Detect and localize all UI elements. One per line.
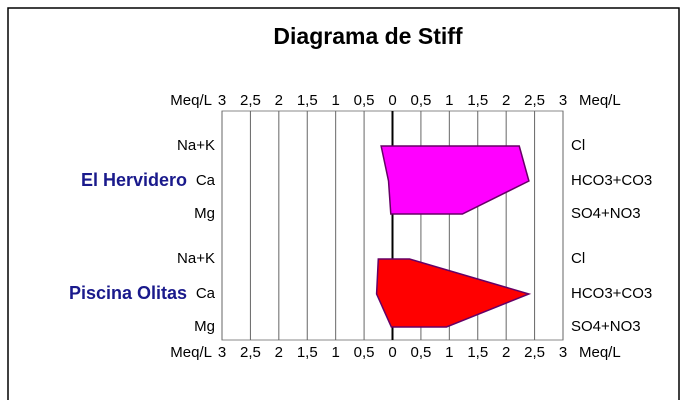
x-tick-label: 1,5 bbox=[297, 92, 318, 109]
frame bbox=[7, 7, 680, 400]
cation-label: Na+K bbox=[177, 137, 215, 154]
x-tick-label: 2,5 bbox=[240, 344, 261, 361]
cation-label: Mg bbox=[194, 318, 215, 335]
cation-label: Na+K bbox=[177, 250, 215, 267]
anion-label: Cl bbox=[571, 250, 585, 267]
x-tick-label: 0,5 bbox=[354, 344, 375, 361]
x-tick-label: 0 bbox=[388, 92, 396, 109]
x-tick-label: 1 bbox=[445, 92, 453, 109]
axis-label: Meq/L bbox=[170, 92, 212, 109]
anion-label: HCO3+CO3 bbox=[571, 285, 652, 302]
anion-label: SO4+NO3 bbox=[571, 205, 641, 222]
x-tick-label: 2,5 bbox=[240, 92, 261, 109]
axis-label: Meq/L bbox=[170, 344, 212, 361]
x-tick-label: 0,5 bbox=[410, 92, 431, 109]
x-tick-label: 3 bbox=[559, 344, 567, 361]
x-tick-label: 1 bbox=[331, 344, 339, 361]
x-tick-label: 2,5 bbox=[524, 92, 545, 109]
x-tick-label: 2 bbox=[275, 344, 283, 361]
anion-label: HCO3+CO3 bbox=[571, 172, 652, 189]
x-tick-label: 3 bbox=[559, 92, 567, 109]
chart-title: Diagrama de Stiff bbox=[273, 23, 462, 49]
cation-label: Ca bbox=[196, 285, 216, 302]
x-tick-label: 1,5 bbox=[467, 92, 488, 109]
x-tick-label: 0,5 bbox=[410, 344, 431, 361]
cation-label: Ca bbox=[196, 172, 216, 189]
cation-label: Mg bbox=[194, 205, 215, 222]
series-name: El Hervidero bbox=[81, 170, 187, 190]
x-tick-label: 0,5 bbox=[354, 92, 375, 109]
x-tick-label: 1 bbox=[445, 344, 453, 361]
x-tick-label: 3 bbox=[218, 92, 226, 109]
x-tick-label: 2 bbox=[275, 92, 283, 109]
x-tick-label: 0 bbox=[388, 344, 396, 361]
x-tick-label: 1,5 bbox=[467, 344, 488, 361]
stiff-polygon bbox=[380, 145, 530, 215]
stiff-polygon bbox=[375, 258, 532, 328]
x-tick-label: 2 bbox=[502, 344, 510, 361]
x-tick-label: 2,5 bbox=[524, 344, 545, 361]
x-tick-label: 3 bbox=[218, 344, 226, 361]
axis-label: Meq/L bbox=[579, 344, 621, 361]
anion-label: SO4+NO3 bbox=[571, 318, 641, 335]
anion-label: Cl bbox=[571, 137, 585, 154]
series-name: Piscina Olitas bbox=[69, 283, 187, 303]
x-tick-label: 2 bbox=[502, 92, 510, 109]
x-tick-label: 1 bbox=[331, 92, 339, 109]
axis-label: Meq/L bbox=[579, 92, 621, 109]
x-tick-label: 1,5 bbox=[297, 344, 318, 361]
